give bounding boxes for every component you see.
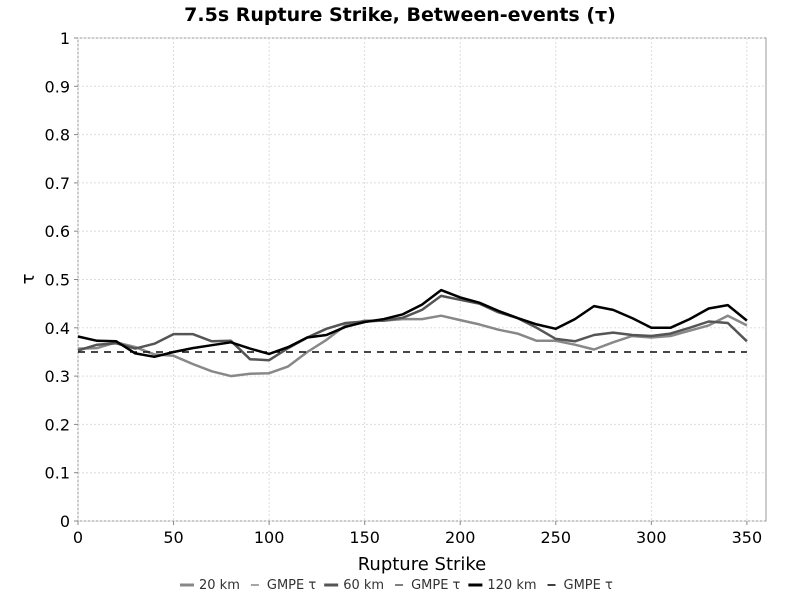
series-line bbox=[77, 294, 748, 362]
y-tick-label: 0.6 bbox=[45, 222, 70, 241]
legend-item: 120 km bbox=[468, 578, 537, 593]
y-tick-label: 0.4 bbox=[45, 319, 70, 338]
legend-item: GMPE τ bbox=[547, 578, 613, 593]
y-tick-label: 1 bbox=[60, 29, 70, 48]
x-axis-label: Rupture Strike bbox=[358, 554, 487, 575]
x-tick-label: 250 bbox=[541, 528, 572, 547]
legend-item: 20 km bbox=[180, 578, 240, 593]
y-tick-label: 0.3 bbox=[45, 367, 70, 386]
x-tick-label: 100 bbox=[254, 528, 285, 547]
y-tick-label: 0 bbox=[60, 512, 70, 531]
y-tick-label: 0.8 bbox=[45, 126, 70, 145]
legend-item: GMPE τ bbox=[250, 578, 316, 593]
legend-label: 20 km bbox=[199, 578, 240, 593]
legend: 20 km GMPE τ 60 km GMPE τ 120 km GMPE τ bbox=[180, 578, 613, 593]
x-tick-label: 200 bbox=[445, 528, 476, 547]
y-tick-label: 0.9 bbox=[45, 77, 70, 96]
y-tick-label: 0.7 bbox=[45, 174, 70, 193]
y-tick-label: 0.2 bbox=[45, 415, 70, 434]
legend-label: 120 km bbox=[487, 578, 536, 593]
legend-label: GMPE τ bbox=[267, 578, 316, 593]
y-tick-label: 0.1 bbox=[45, 464, 70, 483]
x-tick-label: 350 bbox=[732, 528, 763, 547]
legend-label: GMPE τ bbox=[411, 578, 460, 593]
chart-title: 7.5s Rupture Strike, Between-events (τ) bbox=[184, 4, 616, 26]
x-tick-label: 50 bbox=[163, 528, 183, 547]
axes: 0 50 100 150 200 250 300 350 0 0.1 0.2 0.3 0.4 0.5 0.6… bbox=[45, 29, 763, 547]
x-tick-label: 0 bbox=[73, 528, 83, 547]
y-tick-label: 0.5 bbox=[45, 271, 70, 290]
legend-item: 60 km bbox=[324, 578, 384, 593]
legend-item: GMPE τ bbox=[395, 578, 461, 593]
y-axis-label: τ bbox=[18, 274, 39, 285]
legend-label: GMPE τ bbox=[564, 578, 613, 593]
series-layer bbox=[77, 288, 748, 378]
x-tick-label: 300 bbox=[636, 528, 667, 547]
legend-label: 60 km bbox=[343, 578, 384, 593]
x-tick-label: 150 bbox=[349, 528, 380, 547]
series-line bbox=[77, 288, 748, 359]
